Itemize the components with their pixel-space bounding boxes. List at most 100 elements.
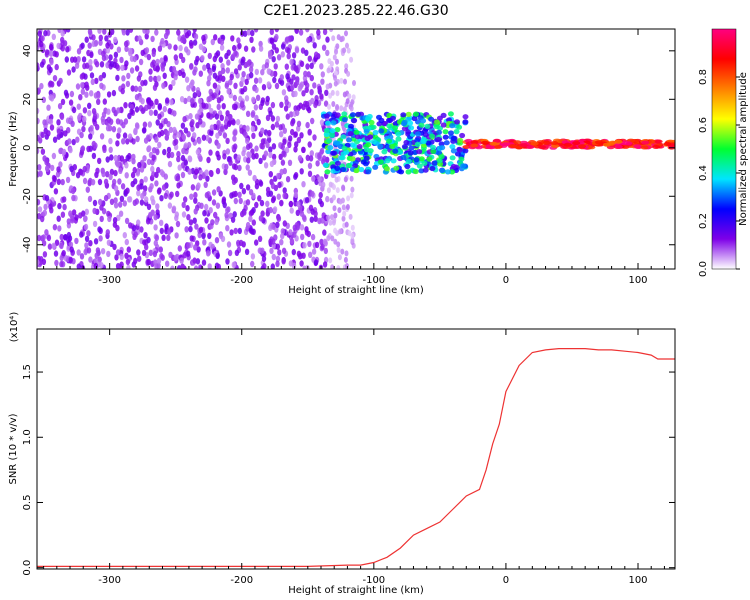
spectrogram-cell [134, 65, 140, 72]
spectrogram-cell [364, 135, 371, 142]
spectrogram-cell [336, 241, 341, 248]
spectrogram-cell [470, 143, 479, 148]
spectrogram-cell [193, 265, 199, 269]
spectrogram-cell [401, 126, 408, 132]
spectrogram-cell [513, 140, 522, 145]
spectrogram-cell [144, 47, 150, 54]
spectrogram-cell [303, 70, 308, 78]
spectrogram-cell [209, 170, 214, 177]
spectrogram-cell [99, 215, 104, 223]
spectrogram-cell [101, 72, 107, 79]
spectrogram-cell [182, 252, 187, 259]
spectrogram-cell [147, 145, 152, 152]
spectrogram-cell [89, 125, 94, 132]
spectrogram-cell [252, 85, 257, 92]
spectrogram-cell [320, 243, 325, 250]
spectrogram-cell [324, 169, 331, 175]
spectrogram-cell [82, 165, 87, 173]
spectrogram-cell [286, 47, 291, 54]
spectrogram-cell [147, 121, 152, 128]
spectrogram-cell [330, 120, 337, 126]
spectrogram-cell [52, 75, 58, 82]
spectrogram-cell [74, 62, 80, 69]
spectrogram-cell [288, 135, 293, 142]
spectrogram-cell [276, 172, 281, 180]
spectrogram-cell [77, 114, 82, 121]
spectrogram-cell [269, 29, 274, 35]
spectrogram-cell [323, 127, 330, 134]
spectrogram-cell [213, 34, 218, 41]
spectrogram-cell [84, 36, 89, 43]
spectrogram-cell [161, 234, 166, 241]
spectrogram-cell [37, 259, 40, 266]
spectrogram-cell [348, 123, 354, 129]
spectrogram-cell [307, 128, 312, 136]
spectrogram-cell [65, 46, 70, 53]
spectrogram-cell [113, 169, 118, 177]
spectrogram-cell [335, 43, 340, 50]
spectrogram-cell [291, 74, 296, 81]
spectrogram-cell [79, 253, 85, 260]
spectrogram-cell [139, 166, 145, 173]
spectrogram-cell [106, 250, 111, 258]
spectrogram-cell [312, 82, 317, 89]
spectrogram-cell [293, 191, 299, 199]
spectrogram-cell [258, 215, 264, 222]
spectrogram-cell [185, 205, 190, 212]
spectrogram-cell [196, 90, 201, 97]
spectrogram-cell [271, 253, 276, 261]
spectrogram-cell [136, 249, 141, 256]
spectrogram-cell [302, 242, 307, 249]
spectrogram-cell [97, 256, 102, 263]
spectrogram-cell [284, 99, 289, 106]
spectrogram-cell [345, 42, 349, 49]
spectrogram-cell [295, 109, 300, 117]
spectrogram-cell [166, 146, 172, 154]
spectrogram-cell [330, 235, 335, 242]
spectrogram-cell [143, 79, 148, 86]
spectrogram-cell [79, 131, 84, 139]
spectrogram-cell [334, 112, 341, 118]
spectrogram-cell [272, 206, 278, 213]
spectrogram-cell [90, 179, 96, 186]
spectrogram-cell [187, 168, 192, 175]
spectrogram-cell [248, 227, 254, 234]
spectrogram-cell [95, 247, 101, 254]
spectrogram-cell [193, 244, 198, 251]
spectrogram-cell [168, 251, 173, 259]
spectrogram-cell [133, 127, 138, 134]
spectrogram-cell [264, 62, 269, 69]
spectrogram-cell [453, 129, 460, 135]
spectrogram-cell [305, 154, 310, 161]
spectrogram-cell [339, 77, 344, 84]
spectrogram-cell [538, 145, 546, 150]
spectrogram-cell [243, 131, 248, 138]
spectrogram-cell [159, 252, 164, 260]
spectrogram-cell [190, 98, 195, 105]
spectrogram-cell [190, 167, 196, 175]
spectrogram-cell [151, 50, 156, 58]
spectrogram-cell [159, 129, 165, 137]
spectrogram-cell [280, 51, 285, 58]
spectrogram-cell [313, 259, 319, 266]
spectrogram-cell [85, 186, 91, 193]
spectrogram-cell [305, 63, 310, 70]
spectrogram-cell [37, 117, 40, 125]
spectrogram-cell [116, 107, 121, 114]
spectrogram-cell [300, 47, 306, 54]
spectrogram-cell [246, 60, 251, 67]
spectrogram-cell [99, 204, 104, 211]
spectrogram-cell [201, 232, 206, 240]
spectrogram-cell [57, 202, 62, 210]
spectrogram-cell [106, 210, 111, 218]
spectrogram-cell [334, 176, 339, 183]
spectrogram-cell [329, 60, 334, 67]
spectrogram-cell [108, 54, 113, 61]
spectrogram-cell [85, 62, 90, 69]
spectrogram-cell [193, 208, 198, 215]
spectrogram-cell [222, 201, 227, 209]
spectrogram-cell [39, 82, 44, 90]
spectrogram-cell [456, 124, 463, 130]
spectrogram-cell [319, 200, 324, 208]
spectrogram-cell [42, 251, 48, 258]
